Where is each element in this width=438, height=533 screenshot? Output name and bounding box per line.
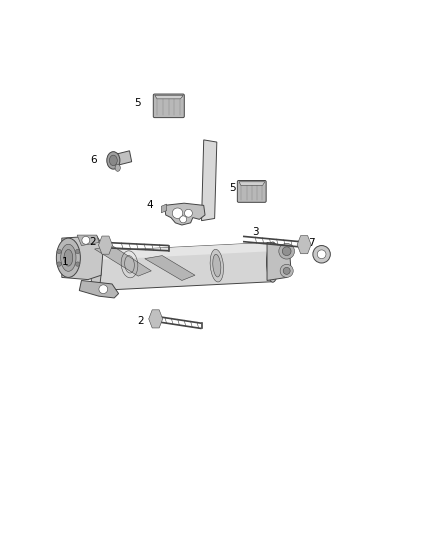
Circle shape [75, 262, 80, 266]
Polygon shape [155, 95, 183, 99]
Polygon shape [145, 256, 195, 280]
Polygon shape [97, 243, 272, 290]
Circle shape [82, 236, 90, 244]
Circle shape [280, 264, 293, 277]
Polygon shape [95, 246, 151, 276]
Text: 5: 5 [229, 183, 236, 193]
Ellipse shape [115, 164, 120, 171]
Ellipse shape [64, 249, 73, 266]
Polygon shape [267, 243, 291, 280]
Circle shape [57, 249, 61, 254]
Polygon shape [79, 280, 119, 298]
Circle shape [99, 285, 108, 294]
Ellipse shape [210, 249, 223, 282]
Polygon shape [297, 236, 311, 254]
Polygon shape [62, 236, 103, 280]
Ellipse shape [61, 244, 76, 271]
Polygon shape [239, 182, 265, 185]
Text: 5: 5 [134, 98, 141, 108]
Text: 7: 7 [308, 238, 315, 248]
Text: 3: 3 [252, 227, 258, 237]
Text: 6: 6 [90, 155, 97, 165]
Circle shape [317, 250, 326, 259]
Polygon shape [201, 140, 217, 221]
Circle shape [180, 216, 187, 223]
Ellipse shape [91, 251, 101, 290]
Circle shape [184, 209, 192, 217]
Text: 1: 1 [62, 257, 68, 267]
FancyBboxPatch shape [153, 94, 184, 118]
Circle shape [75, 249, 80, 254]
Polygon shape [164, 203, 205, 225]
Ellipse shape [213, 254, 221, 277]
Polygon shape [77, 235, 99, 246]
Ellipse shape [267, 242, 279, 282]
Polygon shape [97, 243, 272, 260]
Circle shape [283, 247, 291, 256]
FancyBboxPatch shape [237, 181, 266, 203]
Ellipse shape [107, 152, 120, 169]
Circle shape [172, 208, 183, 219]
Polygon shape [161, 204, 166, 213]
Polygon shape [149, 310, 162, 328]
Polygon shape [112, 151, 132, 166]
Ellipse shape [57, 238, 81, 277]
Ellipse shape [110, 155, 117, 166]
Circle shape [279, 244, 294, 259]
Text: 2: 2 [89, 237, 96, 247]
Circle shape [57, 262, 61, 266]
Text: 4: 4 [147, 199, 153, 209]
Text: 2: 2 [137, 316, 144, 326]
Circle shape [283, 268, 290, 274]
Circle shape [313, 246, 330, 263]
Polygon shape [99, 236, 113, 254]
